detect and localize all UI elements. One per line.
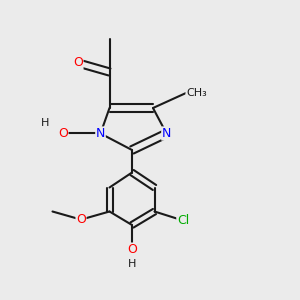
Text: CH₃: CH₃ [186, 88, 207, 98]
Text: N: N [96, 127, 105, 140]
Text: O: O [73, 56, 83, 70]
Text: O: O [58, 127, 68, 140]
Text: O: O [76, 213, 86, 226]
Text: O: O [127, 243, 137, 256]
Text: N: N [162, 127, 171, 140]
Text: H: H [128, 259, 136, 269]
Text: H: H [41, 118, 49, 128]
Text: Cl: Cl [177, 214, 189, 227]
